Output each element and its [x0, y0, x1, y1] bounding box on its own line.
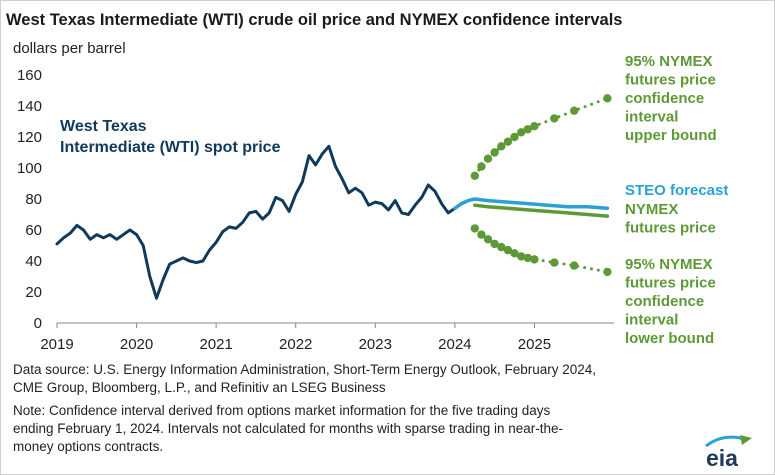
- series-point-lower: [550, 258, 559, 267]
- series-line-wti: [55, 144, 457, 300]
- y-tick-label: 160: [17, 67, 42, 84]
- series-dots-upper: [473, 96, 609, 178]
- series-point-upper: [530, 122, 539, 131]
- series-label-upper: futures price: [625, 72, 716, 89]
- note-line-2: ending February 1, 2024. Intervals not c…: [13, 421, 564, 436]
- series-label-upper: interval: [625, 109, 678, 126]
- series-point-lower: [523, 253, 532, 263]
- series-point-lower: [570, 261, 579, 270]
- series-label-upper: 95% NYMEX: [625, 53, 713, 70]
- y-tick-label: 120: [17, 129, 42, 146]
- series-point-upper: [470, 171, 479, 180]
- series-label-nymex: futures price: [625, 220, 716, 237]
- x-tick-label: 2020: [120, 336, 153, 353]
- series-label-lower: interval: [625, 312, 678, 329]
- series-point-lower: [490, 239, 499, 249]
- series-label-wti: West Texas: [60, 118, 147, 135]
- series-point-upper: [517, 128, 526, 137]
- series-label-upper: confidence: [625, 90, 704, 107]
- series-point-lower: [503, 245, 513, 255]
- series-label-lower: lower bound: [625, 330, 714, 347]
- series-label-lower: confidence: [625, 293, 704, 310]
- series-point-upper: [483, 154, 493, 163]
- series-label-nymex: NYMEX: [625, 201, 678, 218]
- series-point-lower: [517, 252, 526, 261]
- series-point-upper: [603, 94, 612, 103]
- y-tick-label: 60: [25, 222, 42, 239]
- x-tick-label: 2019: [40, 336, 73, 353]
- series-label-lower: futures price: [625, 275, 716, 292]
- y-tick-label: 40: [25, 253, 42, 270]
- series-point-upper: [497, 142, 506, 151]
- eia-logo-text: eia: [706, 445, 738, 470]
- series-label-steo: STEO forecast: [625, 182, 728, 199]
- series-point-upper: [550, 114, 559, 123]
- series-label-lower: 95% NYMEX: [625, 256, 713, 273]
- y-tick-label: 0: [34, 315, 42, 332]
- y-tick-label: 140: [17, 98, 42, 115]
- series-point-upper: [490, 148, 499, 157]
- series-line-steo: [453, 197, 610, 211]
- x-tick-label: 2023: [359, 336, 392, 353]
- series-point-upper: [477, 162, 486, 171]
- series-point-lower: [470, 224, 479, 233]
- series-label-upper: upper bound: [625, 127, 717, 144]
- y-tick-label: 80: [25, 191, 42, 208]
- note-line-3: money options contracts.: [13, 439, 164, 454]
- series-point-lower: [483, 235, 493, 244]
- y-tick-label: 20: [25, 284, 42, 301]
- series-point-lower: [603, 267, 612, 277]
- y-tick-label: 100: [17, 160, 42, 177]
- series-point-lower: [510, 249, 519, 258]
- series-point-lower: [497, 242, 506, 252]
- source-line-1: Data source: U.S. Energy Information Adm…: [13, 362, 597, 377]
- note-line-1: Note: Confidence interval derived from o…: [13, 403, 551, 418]
- x-tick-label: 2021: [199, 336, 232, 353]
- series-point-upper: [510, 132, 519, 142]
- series-point-upper: [503, 137, 513, 146]
- x-tick-label: 2024: [438, 336, 471, 353]
- chart-title: West Texas Intermediate (WTI) crude oil …: [6, 11, 623, 29]
- chart-subtitle: dollars per barrel: [13, 40, 126, 57]
- series-point-upper: [570, 106, 579, 115]
- series-label-wti: Intermediate (WTI) spot price: [60, 139, 281, 156]
- series-line-nymex: [473, 203, 610, 218]
- series-point-lower: [530, 255, 539, 264]
- series-point-upper: [523, 125, 532, 134]
- series-dots-lower: [473, 226, 609, 274]
- source-line-2: CME Group, Bloomberg, L.P., and Refiniti…: [13, 380, 386, 395]
- x-tick-label: 2022: [279, 336, 312, 353]
- series-point-lower: [477, 230, 486, 239]
- eia-logo: eia: [705, 435, 752, 470]
- x-tick-label: 2025: [518, 336, 551, 353]
